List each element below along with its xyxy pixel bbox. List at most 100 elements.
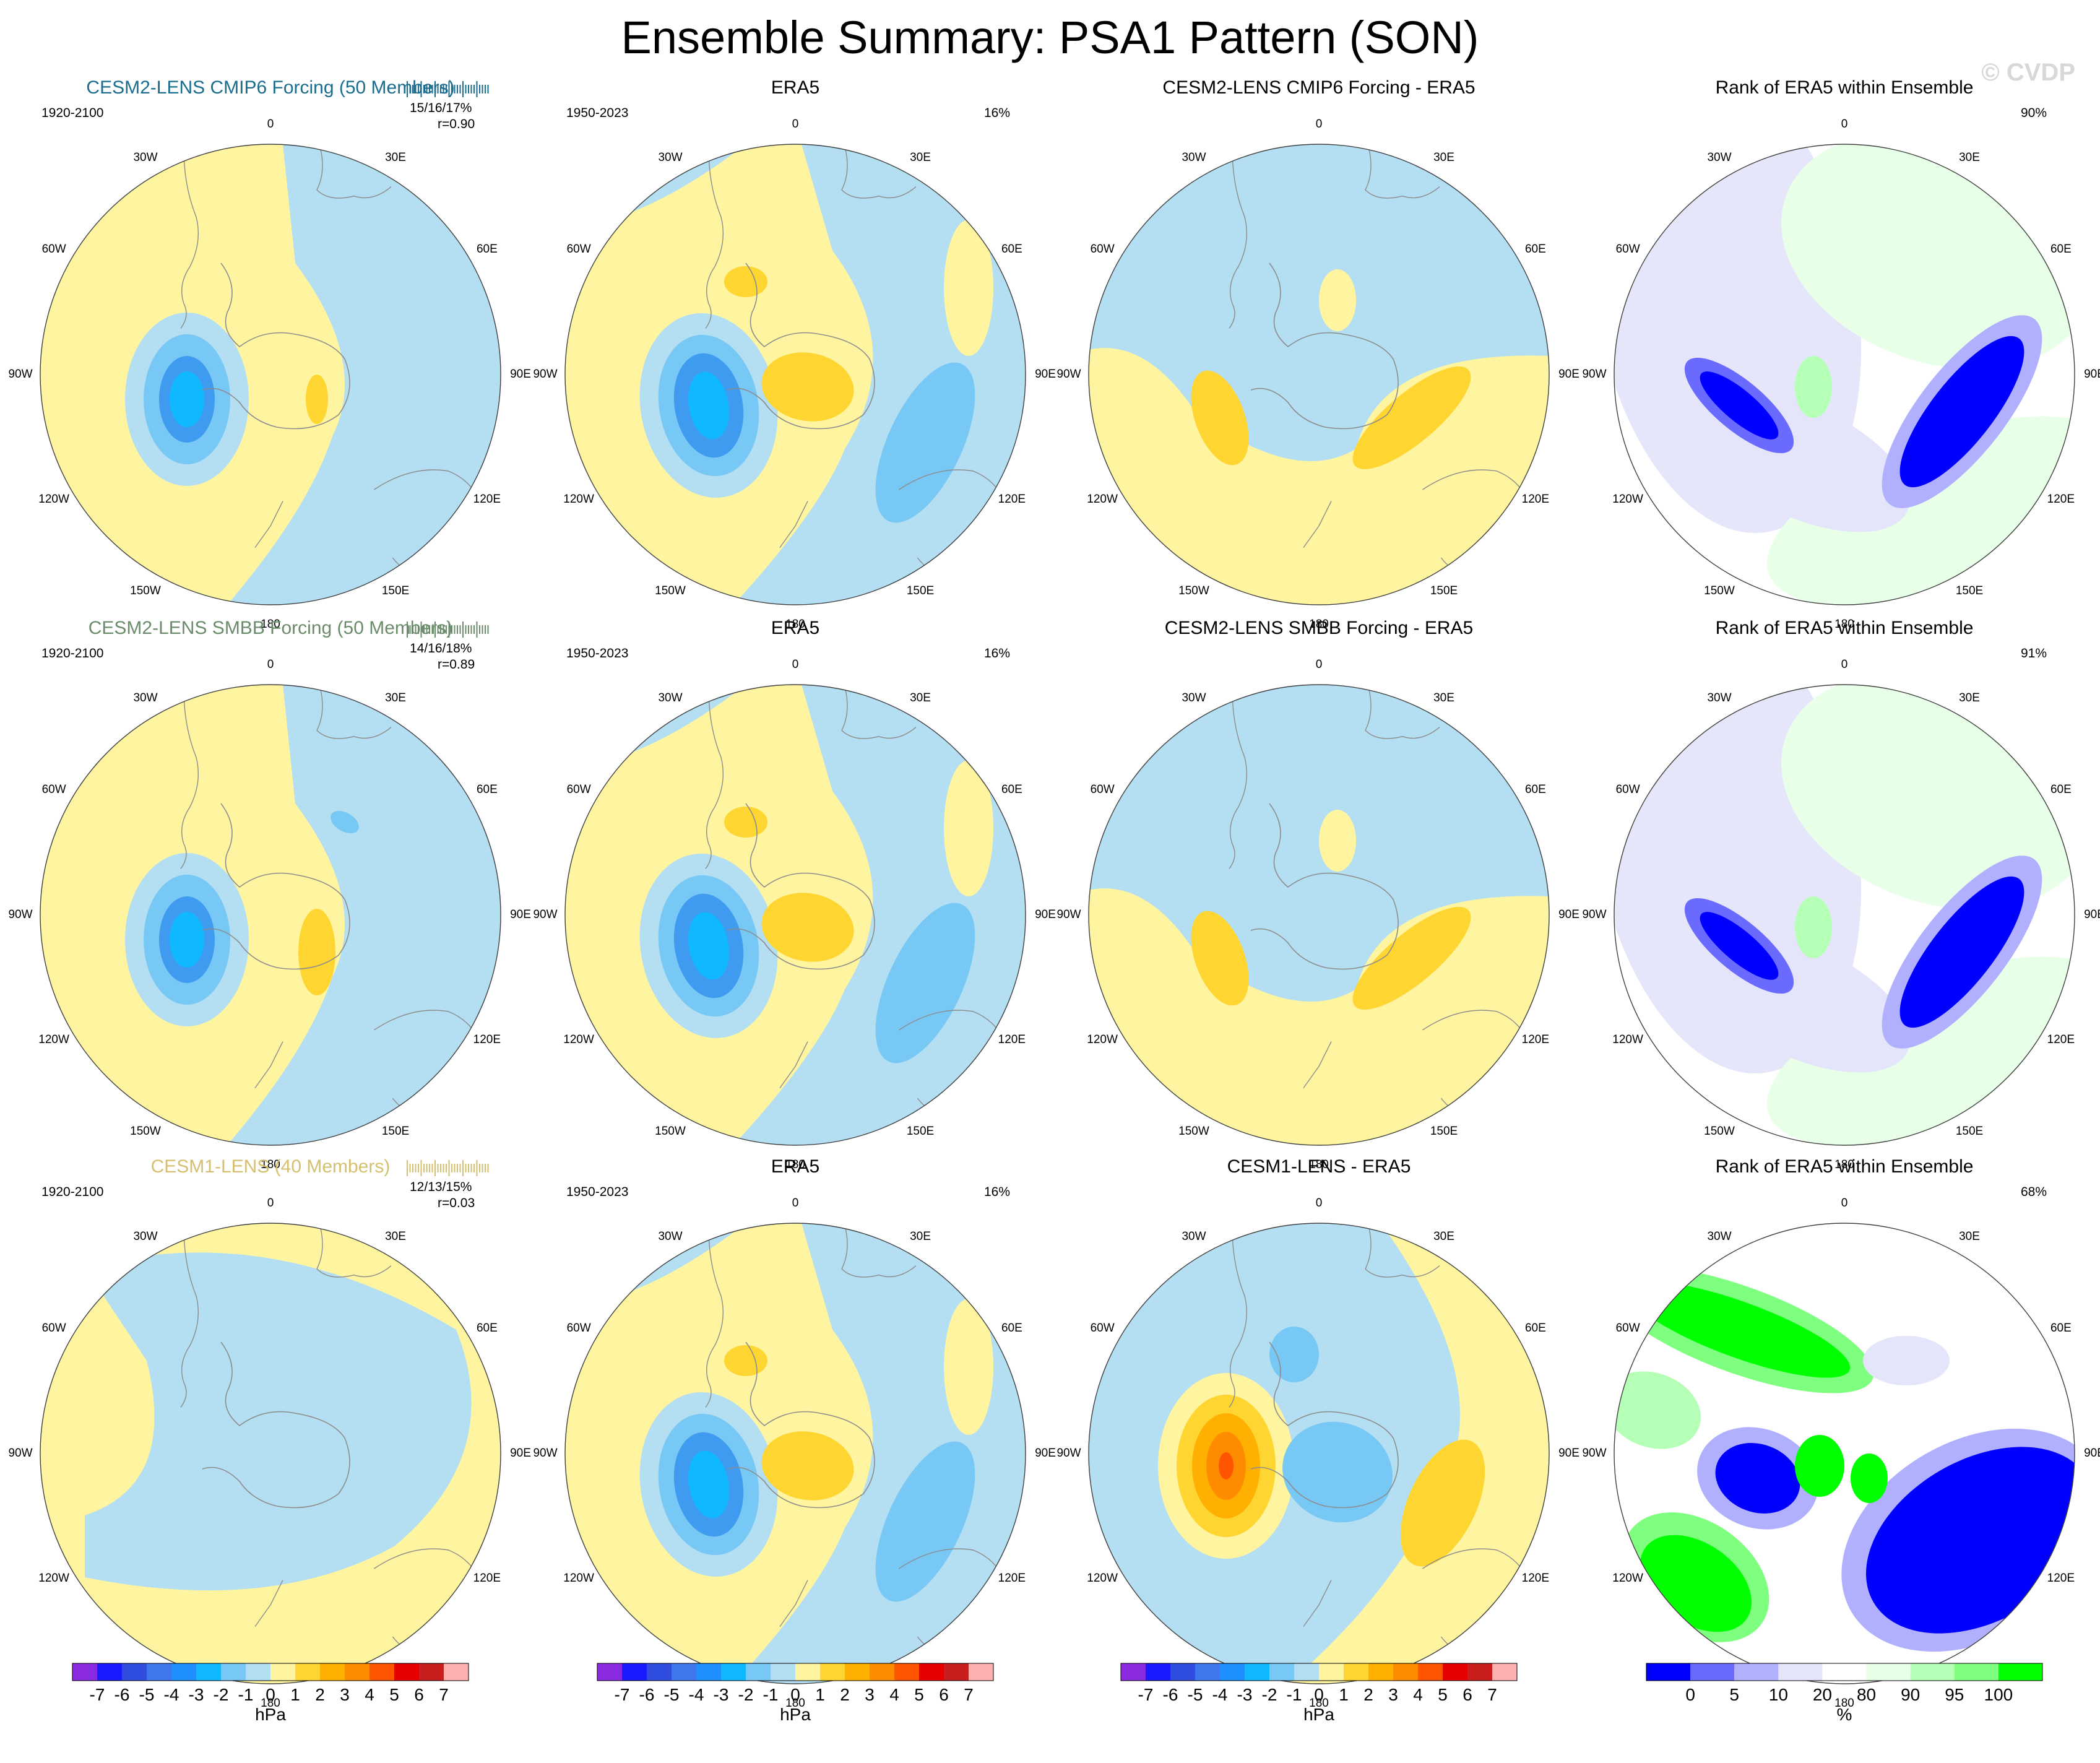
longitude-label: 150E: [907, 1125, 934, 1138]
colorbar-unit: hPa: [1303, 1705, 1334, 1724]
longitude-label: 30W: [133, 691, 157, 704]
rank-region-lowest: [1700, 912, 1779, 980]
colorbar-tick-label: 2: [840, 1685, 850, 1704]
rank-percent: 91%: [2021, 646, 2047, 661]
contour-positive: [1319, 269, 1356, 331]
longitude-label: 120E: [1522, 493, 1549, 506]
contour-negative: [688, 371, 729, 440]
colorbar-tick-label: 0: [266, 1685, 275, 1704]
longitude-label: 120W: [1087, 1033, 1118, 1046]
colorbar-swatch: [1245, 1663, 1269, 1681]
rank-region-low: [1863, 1336, 1950, 1385]
map-border: [564, 144, 1026, 605]
colorbar-swatch: [444, 1663, 469, 1681]
longitude-label: 60W: [42, 783, 66, 796]
longitude-label: 120E: [2047, 1572, 2075, 1585]
longitude-label: 60W: [1616, 783, 1640, 796]
contour-negative: [170, 912, 204, 968]
contour-negative: [688, 1450, 729, 1518]
colorbar-swatch: [672, 1663, 696, 1681]
colorbar-swatch: [1418, 1663, 1443, 1681]
colorbar-swatch: [1344, 1663, 1368, 1681]
rank-region-high: [1795, 356, 1832, 418]
longitude-label: 150E: [1956, 1125, 1983, 1138]
longitude-label: 60W: [567, 783, 591, 796]
longitude-label: 90W: [1582, 1447, 1606, 1460]
new-zealand-outline: [779, 1580, 808, 1627]
rank-region-high: [1614, 1371, 1701, 1449]
longitude-label: 120E: [998, 493, 1026, 506]
longitude-label: 120W: [1612, 1033, 1643, 1046]
longitude-label: 30E: [385, 1230, 406, 1243]
longitude-label: 60E: [477, 243, 498, 256]
map-border: [40, 144, 501, 605]
colorbar-tick-label: 2: [315, 1685, 325, 1704]
colorbar-unit: %: [1837, 1705, 1852, 1724]
rank-region-lowest: [1899, 336, 2024, 488]
map-panel-r1-model: 0 30E 60E 90E 120E 150E 180 150W 120W 90W 60W 30W: [8, 118, 530, 631]
longitude-label: 30W: [1182, 1230, 1206, 1243]
colorbar-swatch: [870, 1663, 894, 1681]
colorbar-tick-label: 100: [1984, 1685, 2013, 1704]
longitude-label: 0: [1841, 1197, 1848, 1210]
longitude-label: 0: [1316, 658, 1323, 671]
south-america-outline: [1229, 149, 1247, 329]
colorbar-swatch: [845, 1663, 870, 1681]
longitude-label: 90W: [533, 1447, 557, 1460]
pattern-stats: 14/16/18%: [410, 641, 472, 656]
longitude-label: 60E: [477, 783, 498, 796]
longitude-label: 0: [1841, 118, 1848, 131]
longitude-label: 90W: [533, 908, 557, 921]
colorbar-hpa-1: -7 -6 -5 -4 -3 -2 -1 0 1 2 3 4 5 6 7 hPa: [72, 1663, 469, 1724]
new-zealand-outline: [254, 501, 283, 548]
contour-negative: [688, 912, 729, 980]
colorbar-tick-label: -2: [1262, 1685, 1277, 1704]
map-panel-r2-diff: 0 30E 60E 90E 120E 150E 180 150W 120W 90W 60W 30W: [1056, 658, 1579, 1171]
colorbar-swatch: [419, 1663, 444, 1681]
pattern-correlation: r=0.03: [438, 1196, 475, 1210]
south-america-outline: [180, 1228, 199, 1408]
antarctica-outline: [727, 262, 875, 430]
contour-negative: [85, 1252, 472, 1591]
longitude-label: 0: [1316, 118, 1323, 131]
colorbar-swatch: [394, 1663, 419, 1681]
diff-panel-title: CESM2-LENS CMIP6 Forcing - ERA5: [1162, 77, 1476, 98]
contour-positive: [306, 375, 328, 424]
map-border: [1614, 1223, 2075, 1684]
map-border: [1088, 144, 1550, 605]
longitude-label: 60E: [2050, 243, 2072, 256]
contour-negative: [227, 144, 501, 605]
contour-positive: [944, 760, 993, 896]
colorbar-tick-label: 4: [1413, 1685, 1423, 1704]
longitude-label: 60E: [1525, 1322, 1546, 1335]
colorbar-tick-label: 90: [1901, 1685, 1920, 1704]
longitude-label: 30W: [1707, 691, 1731, 704]
contour-negative: [170, 371, 204, 427]
colorbar-tick-label: -1: [238, 1685, 254, 1704]
contour-positive: [761, 352, 854, 422]
contour-negative: [875, 362, 975, 523]
longitude-label: 120W: [38, 493, 69, 506]
variance-percent: 16%: [984, 1185, 1011, 1199]
colorbar-swatch: [1220, 1663, 1245, 1681]
longitude-label: 60W: [1091, 783, 1115, 796]
longitude-label: 90E: [1558, 908, 1579, 921]
longitude-label: 60E: [2050, 783, 2072, 796]
colorbar-tick-label: -6: [1163, 1685, 1178, 1704]
colorbar-swatch: [746, 1663, 771, 1681]
longitude-label: 30W: [658, 691, 682, 704]
africa-outline: [316, 1225, 392, 1278]
longitude-label: 30W: [1182, 151, 1206, 164]
diff-panel-title: CESM2-LENS SMBB Forcing - ERA5: [1164, 618, 1474, 638]
longitude-label: 0: [792, 118, 799, 131]
colorbar-tick-label: 95: [1945, 1685, 1964, 1704]
colorbar-tick-label: -2: [738, 1685, 754, 1704]
contour-positive: [1352, 907, 1471, 1010]
obs-panel-title: ERA5: [771, 618, 820, 638]
map-border: [40, 684, 501, 1146]
longitude-label: 150E: [382, 1125, 409, 1138]
colorbar-tick-label: -5: [1188, 1685, 1203, 1704]
longitude-label: 30E: [1959, 1230, 1980, 1243]
africa-outline: [316, 687, 392, 739]
